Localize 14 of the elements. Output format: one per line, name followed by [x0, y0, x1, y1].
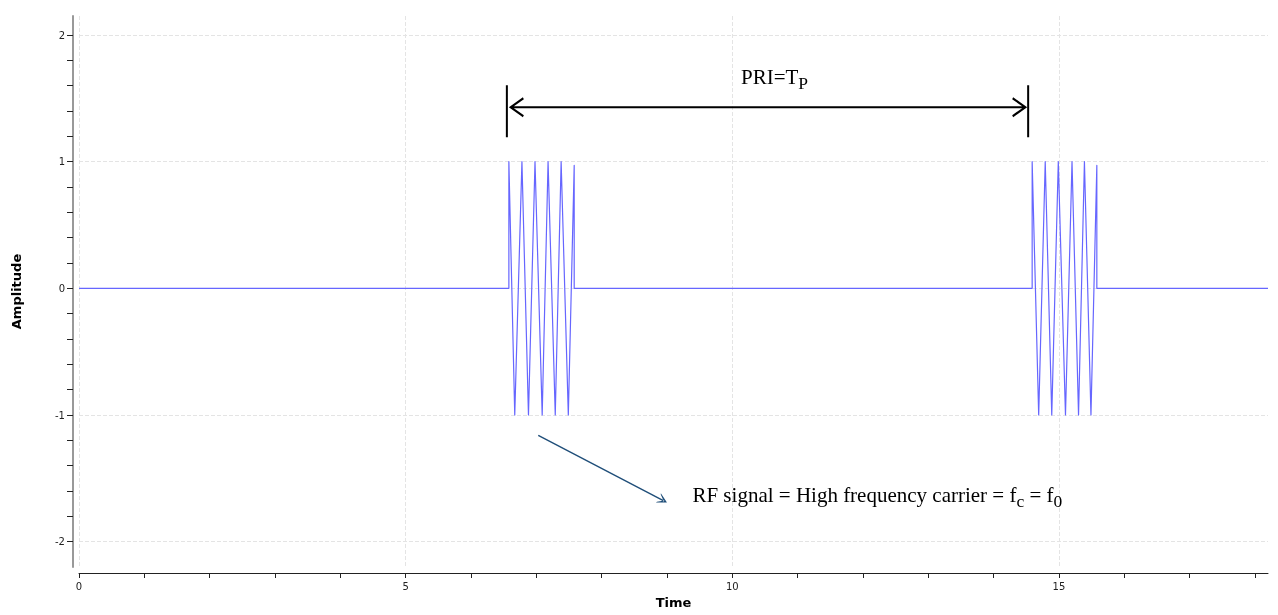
y-tick-label: -1 — [55, 409, 65, 421]
annotation: PRI=T$_{P}$ — [741, 65, 809, 95]
y-tick-label: 1 — [58, 156, 65, 168]
x-tick-label: 15 — [1052, 580, 1066, 592]
x-tick-label: 10 — [725, 580, 739, 592]
line-series — [78, 161, 1269, 416]
x-axis-title: Time — [655, 594, 692, 610]
x-tick-label: 5 — [402, 580, 409, 592]
y-tick-label: 0 — [58, 282, 65, 294]
annotation: RF signal = High frequency carrier = f$_{c}$ = f$_{0}$ — [692, 483, 1063, 513]
y-tick-label: 2 — [58, 29, 65, 41]
y-axis-title: Amplitude — [9, 253, 24, 330]
y-tick-label: -2 — [55, 536, 65, 548]
x-tick-label: 0 — [75, 580, 83, 592]
